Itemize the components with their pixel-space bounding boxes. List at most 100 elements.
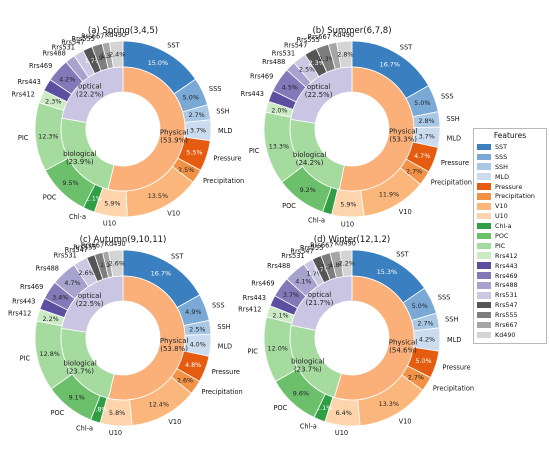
outer-value-label: 2.5% <box>178 166 194 174</box>
legend-swatch <box>477 262 491 269</box>
outer-value-label: 2.7% <box>188 111 204 119</box>
legend-item: SST <box>477 142 543 152</box>
feature-label: V10 <box>168 418 181 426</box>
legend-label: SST <box>495 142 508 151</box>
feature-label: SSH <box>216 107 229 115</box>
feature-label: PIC <box>18 134 29 142</box>
legend-item: PIC <box>477 241 543 251</box>
legend-label: MLD <box>495 172 509 181</box>
legend-item: Chl-a <box>477 221 543 231</box>
legend-label: Kd490 <box>495 330 516 339</box>
outer-value-label: 15.3% <box>377 268 397 276</box>
feature-label: U10 <box>109 429 122 437</box>
legend-label: Precipitation <box>495 192 535 201</box>
legend-item: V10 <box>477 201 543 211</box>
legend-swatch <box>477 331 491 339</box>
feature-label: Rrs531 <box>272 49 295 57</box>
inner-category-label: biological <box>63 150 96 158</box>
feature-label: MLD <box>218 127 232 135</box>
outer-value-label: 2.2% <box>339 260 355 268</box>
pie-chart: (d) Winter(12,1,2) 15.3% SST 5.0% SSS 2.7% SSH… <box>238 235 474 437</box>
inner-category-label: Physical <box>160 128 189 136</box>
legend-label: SSH <box>495 162 508 171</box>
feature-label: Rrs412 <box>8 310 31 318</box>
chart-title: (a) Spring(3,4,5) <box>88 26 158 36</box>
outer-value-label: 16.7% <box>380 61 400 69</box>
outer-value-label: 3.4% <box>52 294 68 302</box>
inner-value-label: (23.7%) <box>66 368 94 376</box>
outer-value-label: 3.7% <box>283 291 299 299</box>
inner-value-label: (24.2%) <box>296 159 324 167</box>
outer-value-label: 1.1% <box>100 261 116 269</box>
feature-label: Rrs667 <box>310 241 333 249</box>
feature-label: Rrs488 <box>36 264 59 272</box>
inner-category-label: biological <box>291 357 324 365</box>
legend-label: Rrs667 <box>495 320 518 329</box>
outer-value-label: 2.5% <box>189 325 205 333</box>
legend-label: Rrs469 <box>495 271 518 280</box>
legend-label: Rrs531 <box>495 291 518 300</box>
feature-label: V10 <box>167 210 180 218</box>
legend-swatch <box>477 282 491 289</box>
legend-swatch <box>477 301 491 309</box>
outer-value-label: 4.2% <box>419 336 435 344</box>
inner-wedge <box>61 275 124 333</box>
legend-item: Rrs412 <box>477 251 543 261</box>
outer-value-label: 5.5% <box>186 148 202 156</box>
legend-swatch <box>477 252 491 259</box>
inner-category-label: biological <box>63 360 96 368</box>
legend-item: Precipitation <box>477 191 543 201</box>
outer-value-label: 4.8% <box>185 361 201 369</box>
outer-value-label: 13.5% <box>148 192 168 200</box>
feature-label: Rrs667 <box>308 33 331 41</box>
legend-swatch <box>477 153 491 161</box>
feature-label: Rrs547 <box>65 246 88 254</box>
outer-value-label: 12.0% <box>268 345 288 353</box>
feature-label: POC <box>282 202 296 210</box>
legend-label: PIC <box>495 241 506 250</box>
chart-title: (b) Summer(6,7,8) <box>312 26 391 36</box>
inner-category-label: biological <box>293 151 326 159</box>
feature-label: Rrs412 <box>11 90 34 98</box>
feature-label: SSH <box>445 316 458 324</box>
outer-value-label: 4.1% <box>295 277 311 285</box>
legend-item: POC <box>477 231 543 241</box>
legend-item: SSH <box>477 162 543 172</box>
outer-value-label: 2.2% <box>42 315 58 323</box>
legend-swatch <box>477 163 491 170</box>
outer-value-label: 2.1% <box>316 404 332 412</box>
inner-wedge <box>107 66 186 192</box>
legend-item: U10 <box>477 211 543 221</box>
feature-label: SSS <box>209 85 222 93</box>
feature-label: Rrs443 <box>17 78 40 86</box>
outer-value-label: 2.7% <box>406 167 422 175</box>
feature-label: Precipitation <box>203 177 244 185</box>
outer-value-label: 5.0% <box>415 357 431 365</box>
outer-value-label: 6.4% <box>336 409 352 417</box>
outer-value-label: 2.1% <box>272 312 288 320</box>
outer-value-label: 9.5% <box>62 179 78 187</box>
inner-category-label: optical <box>78 83 102 91</box>
feature-label: PIC <box>249 147 260 155</box>
feature-label: POC <box>274 404 288 412</box>
feature-label: U10 <box>103 220 116 228</box>
feature-label: Rrs469 <box>29 62 52 70</box>
outer-value-label: 4.9% <box>185 308 201 316</box>
legend-swatch <box>477 173 491 180</box>
legend-swatch <box>477 232 491 240</box>
outer-value-label: 12.4% <box>149 400 169 408</box>
inner-value-label: (53.8%) <box>160 345 188 353</box>
feature-label: Precipitation <box>433 384 474 392</box>
feature-label: Chl-a <box>76 425 93 433</box>
feature-label: Chl-a <box>69 213 86 221</box>
outer-value-label: 1.3% <box>100 52 116 60</box>
outer-value-label: 5.0% <box>414 99 430 107</box>
legend-label: Rrs555 <box>495 311 518 320</box>
feature-label: Rrs555 <box>300 244 323 252</box>
legend-label: SSS <box>495 152 508 161</box>
legend-rows: SST SSS SSH MLD Pressure Precipitation V10 U10 C… <box>477 142 543 340</box>
inner-value-label: (21.7%) <box>306 299 334 307</box>
outer-value-label: 1.7% <box>314 266 330 274</box>
pie-chart: (a) Spring(3,4,5) 15.0% SST 5.0% SSS 2.7% SSH 3… <box>11 26 244 228</box>
outer-value-label: 2.7% <box>408 374 424 382</box>
